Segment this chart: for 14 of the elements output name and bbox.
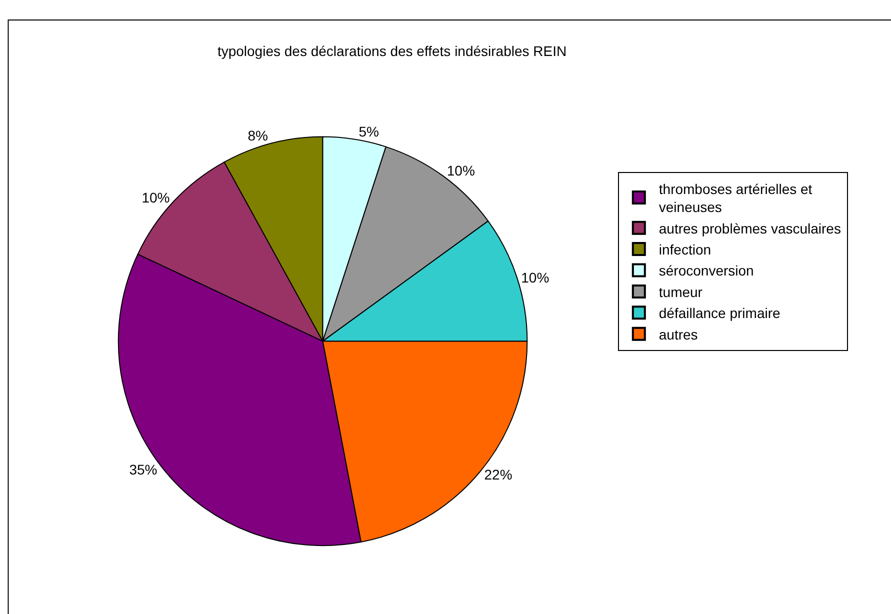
- legend-label: autres problèmes vasculaires: [658, 220, 841, 236]
- legend-label: défaillance primaire: [658, 305, 780, 322]
- legend-label: autres: [658, 326, 698, 342]
- data-label: 22%: [484, 466, 512, 483]
- data-label: 8%: [248, 128, 268, 144]
- legend-label: infection: [658, 242, 712, 258]
- chart-title: typologies des déclarations des effets indésirables REIN: [217, 42, 567, 59]
- data-label: 10%: [446, 162, 475, 179]
- legend-label: tumeur: [658, 284, 703, 300]
- legend-label: séroconversion: [658, 262, 754, 279]
- data-label: 35%: [129, 461, 158, 478]
- data-label: 5%: [358, 124, 379, 140]
- data-label: 10%: [521, 269, 550, 286]
- data-label: 10%: [142, 190, 170, 206]
